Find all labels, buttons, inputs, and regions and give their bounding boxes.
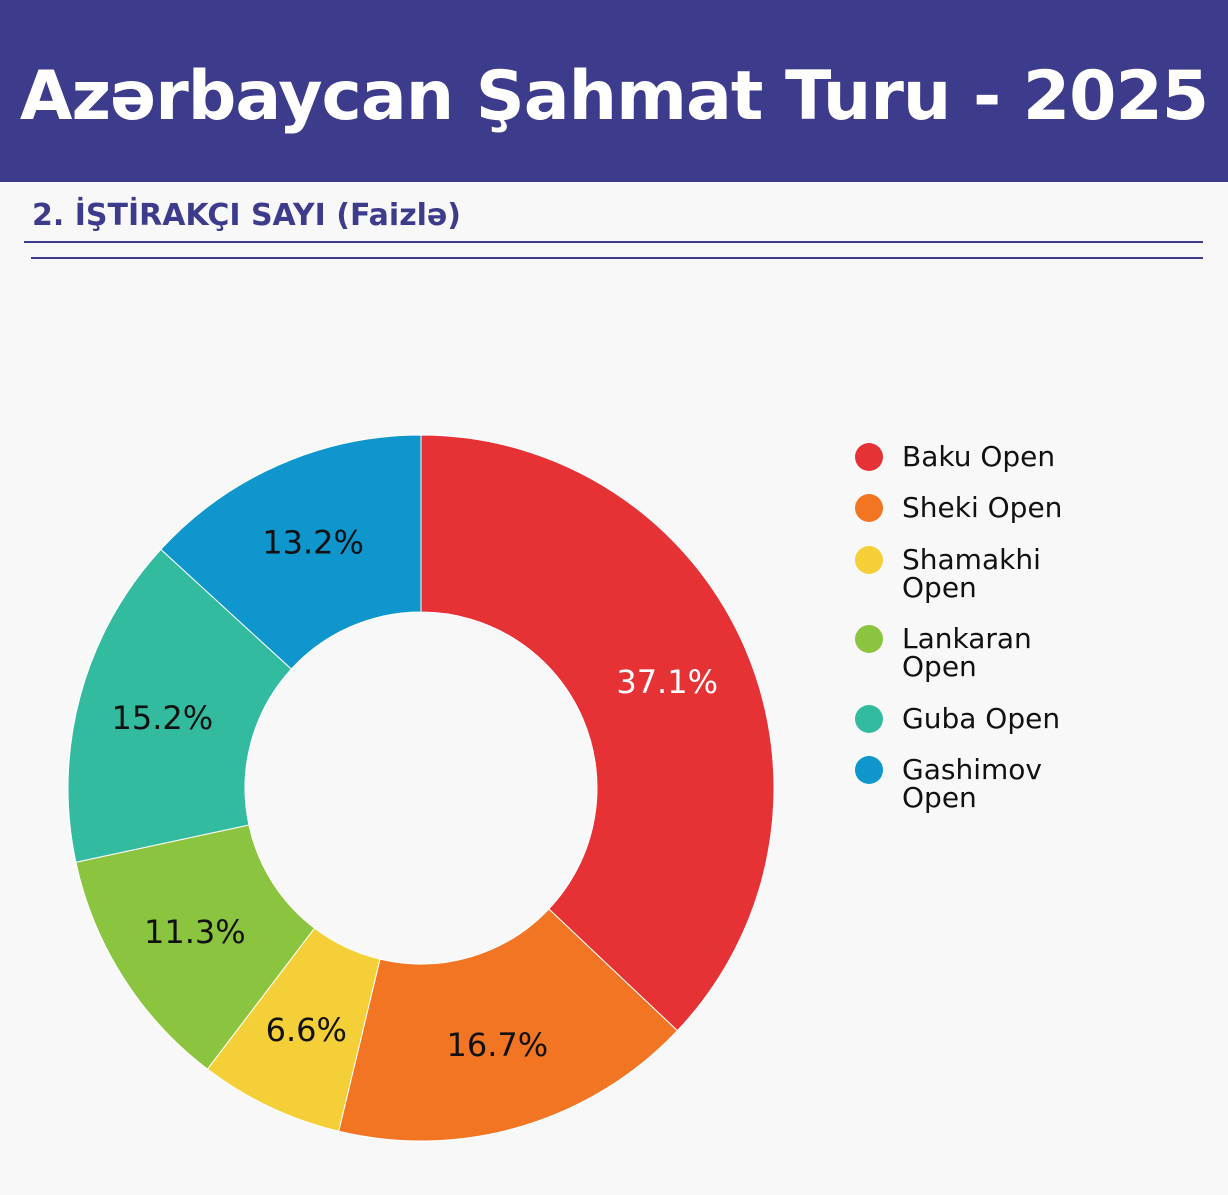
- legend-label-lankaran-open: Lankaran Open: [902, 622, 1032, 683]
- section-title: 2. İŞTİRAKÇI SAYI (Faizlə): [32, 198, 462, 233]
- donut-slice-labels: 37.1% 16.7% 6.6% 11.3% 15.2% 13.2%: [112, 524, 718, 1064]
- slice-gashimov-open: [160, 434, 422, 670]
- slice-label-gashimov-open: 13.2%: [262, 524, 364, 562]
- slice-label-shamakhi-open: 6.6%: [266, 1011, 347, 1049]
- slice-label-sheki-open: 16.7%: [446, 1026, 548, 1064]
- legend-label-baku-open: Baku Open: [902, 440, 1055, 473]
- page-title: Azərbaycan Şahmat Turu - 2025: [19, 57, 1209, 136]
- legend-label-gashimov-open: Gashimov Open: [902, 753, 1042, 814]
- legend-swatch-baku-open: [855, 443, 883, 471]
- header-bar: Azərbaycan Şahmat Turu - 2025: [0, 0, 1228, 182]
- section-divider-bottom: [31, 257, 1203, 259]
- slice-baku-open: [420, 434, 775, 1032]
- legend-label-sheki-open: Sheki Open: [902, 491, 1062, 524]
- slice-label-guba-open: 15.2%: [112, 699, 214, 737]
- donut-slices: [67, 434, 775, 1142]
- slice-sheki-open: [338, 908, 679, 1142]
- legend-swatch-shamakhi-open: [855, 546, 883, 574]
- legend-swatch-guba-open: [855, 705, 883, 733]
- legend-swatch-sheki-open: [855, 494, 883, 522]
- chart-legend: Baku Open Sheki Open Shamakhi Open Lankaran O…: [855, 440, 1062, 814]
- slice-label-lankaran-open: 11.3%: [144, 913, 246, 951]
- legend-swatch-gashimov-open: [855, 756, 883, 784]
- legend-swatch-lankaran-open: [855, 625, 883, 653]
- legend-label-shamakhi-open: Shamakhi Open: [902, 543, 1041, 604]
- legend-label-guba-open: Guba Open: [902, 702, 1060, 735]
- section-divider-top: [24, 241, 1203, 243]
- slice-guba-open: [67, 548, 293, 863]
- slice-label-baku-open: 37.1%: [616, 663, 718, 701]
